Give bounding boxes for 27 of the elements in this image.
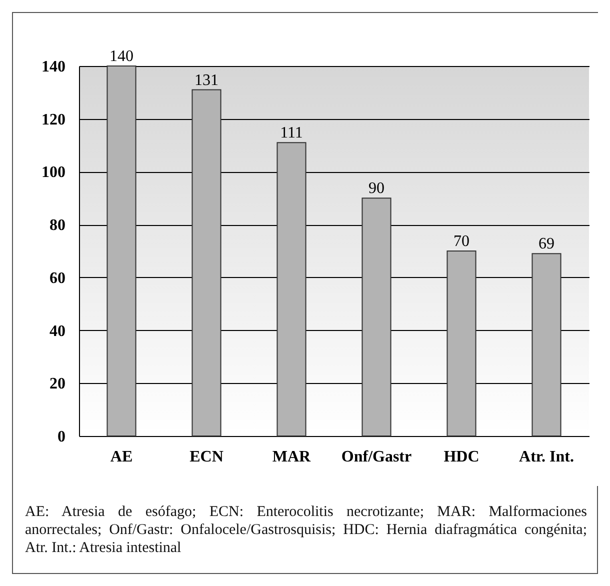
bar: [532, 253, 562, 436]
x-tick-label: MAR: [272, 448, 312, 466]
x-tick-label: HDC: [444, 448, 480, 466]
y-tick-label: 40: [50, 322, 66, 340]
bar: [446, 250, 476, 436]
y-tick-label: 20: [50, 376, 66, 393]
y-tick-label: 0: [58, 428, 66, 446]
x-tick-label: ECN: [190, 448, 224, 466]
data-label: 140: [110, 48, 134, 65]
y-tick-label: 140: [42, 58, 66, 76]
y-tick-label: 120: [42, 111, 66, 128]
bar: [362, 198, 392, 436]
x-tick-label: Atr. Int.: [519, 448, 574, 466]
text: AE: Atresia de esófago; ECN: Enterocolitis necrotizante; MAR: Malformaciones anorrectales; Onf/Gastr: Onfalocele/Gastrosquisis; HDC: Hernia diafragmática congénita; Atr. Int.: Atresia intestinal: [25, 503, 587, 557]
data-label: 69: [538, 236, 554, 253]
bar: [276, 142, 306, 436]
y-tick-label: 60: [50, 270, 66, 287]
x-tick-label: Onf/Gastr: [341, 448, 412, 466]
data-label: 111: [280, 124, 303, 142]
bar: [106, 66, 136, 436]
data-label: 131: [194, 72, 218, 89]
x-tick-label: AE: [110, 448, 133, 466]
bar: [192, 89, 222, 436]
y-tick-label: 80: [50, 217, 66, 234]
y-tick-label: 100: [42, 164, 66, 182]
data-label: 90: [368, 180, 384, 198]
data-label: 70: [454, 233, 470, 250]
